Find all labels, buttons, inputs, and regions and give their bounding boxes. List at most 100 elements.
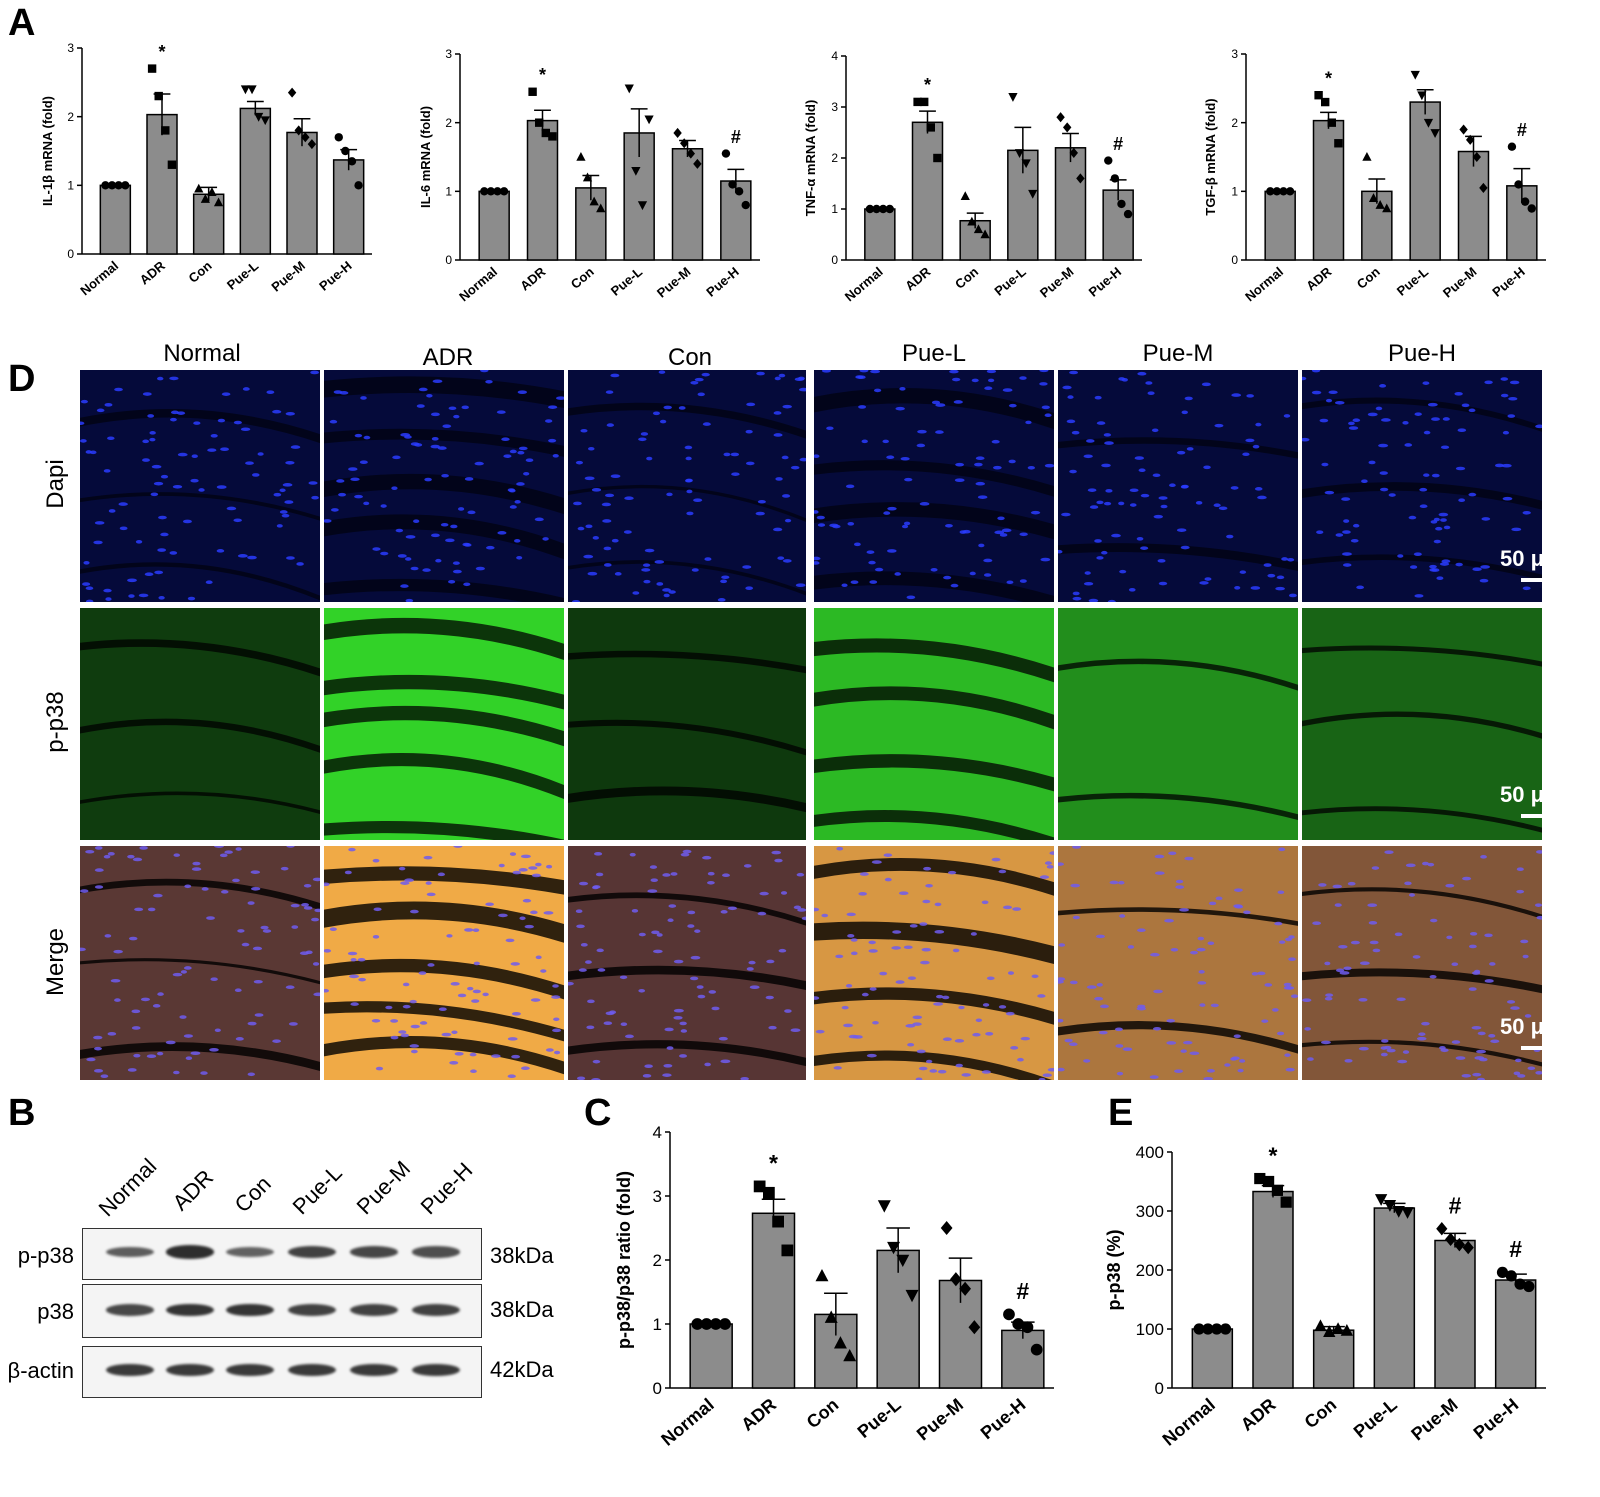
nucleus — [94, 885, 104, 889]
tissue-gap — [324, 866, 564, 895]
nucleus — [1041, 405, 1050, 410]
nucleus — [701, 372, 710, 377]
y-tick-label: 2 — [445, 116, 452, 130]
nucleus — [357, 957, 366, 962]
nucleus — [1379, 384, 1387, 388]
nucleus — [981, 1070, 991, 1074]
nucleus — [1321, 462, 1329, 467]
bar-normal — [864, 208, 896, 261]
nucleus — [217, 418, 226, 423]
nucleus — [972, 1032, 981, 1037]
x-tick-label: Con — [186, 258, 215, 286]
nucleus — [1264, 983, 1273, 987]
nucleus — [235, 847, 242, 851]
nucleus — [453, 414, 460, 419]
if-column-con: Con — [667, 344, 713, 371]
nucleus — [1234, 586, 1241, 590]
data-point — [1030, 1343, 1043, 1356]
significance-mark: # — [1509, 1236, 1522, 1262]
nucleus — [472, 989, 481, 994]
nucleus — [640, 432, 649, 436]
nucleus — [496, 410, 506, 414]
nucleus — [464, 928, 474, 932]
data-point — [121, 181, 130, 190]
nucleus — [641, 568, 651, 572]
data-point — [147, 64, 157, 73]
data-point — [1219, 1323, 1232, 1335]
data-point — [347, 157, 357, 166]
nucleus — [583, 554, 594, 559]
if-image-p-p38-pue-h — [1302, 608, 1542, 840]
nucleus — [654, 560, 665, 564]
nucleus — [852, 1035, 863, 1039]
nucleus — [80, 399, 88, 404]
nucleus — [1347, 881, 1356, 886]
nucleus — [1342, 530, 1351, 534]
wb-kda-b-actin: 42kDa — [490, 1357, 554, 1382]
nucleus — [680, 852, 690, 857]
nucleus — [138, 593, 149, 598]
nucleus — [233, 518, 242, 523]
nucleus — [235, 1037, 244, 1041]
nucleus — [1151, 428, 1159, 433]
tissue-gap — [814, 460, 1054, 497]
nucleus — [1342, 563, 1352, 567]
nucleus — [1510, 1006, 1520, 1010]
nucleus — [419, 1021, 428, 1025]
nucleus — [296, 562, 304, 566]
wb-band-p38 — [106, 1304, 154, 1316]
data-point — [1472, 151, 1481, 163]
nucleus — [1520, 939, 1529, 944]
nucleus — [1158, 581, 1168, 586]
nucleus — [782, 559, 792, 563]
wb-band-p38 — [288, 1304, 336, 1316]
nucleus — [485, 902, 494, 907]
nucleus — [1290, 994, 1298, 998]
data-point — [1314, 91, 1323, 100]
nucleus — [176, 411, 186, 415]
nucleus — [517, 390, 528, 394]
nucleus — [110, 978, 121, 983]
panel-label-b: B — [8, 1092, 36, 1134]
tissue-gap — [324, 473, 564, 515]
nucleus — [693, 498, 703, 502]
nucleus — [780, 891, 788, 895]
nucleus — [329, 927, 337, 931]
y-tick-label: 400 — [1136, 1143, 1164, 1162]
nucleus — [745, 461, 755, 466]
nucleus — [1109, 880, 1119, 885]
nucleus — [925, 883, 933, 888]
nucleus — [1155, 871, 1165, 875]
nucleus — [1336, 968, 1345, 973]
nucleus — [347, 951, 358, 956]
nucleus — [266, 390, 275, 394]
nucleus — [491, 1054, 501, 1058]
scalebar-merge: 50 μm — [1500, 1014, 1564, 1050]
tissue-gap — [1302, 887, 1542, 919]
nucleus — [962, 529, 971, 534]
nucleus — [987, 378, 995, 383]
y-axis-label: p-p38/p38 ratio (fold) — [614, 1171, 634, 1349]
nucleus — [1461, 403, 1470, 408]
data-point — [741, 200, 750, 210]
nucleus — [1348, 421, 1355, 426]
nucleus — [799, 457, 806, 462]
tissue-gap — [814, 921, 1054, 964]
nucleus — [644, 1064, 653, 1068]
data-point — [1327, 118, 1336, 127]
nucleus — [651, 930, 660, 935]
y-tick-label: 0 — [653, 1379, 662, 1398]
nucleus — [1179, 908, 1189, 912]
nucleus — [1408, 515, 1417, 520]
nucleus — [859, 370, 869, 373]
nucleus — [909, 924, 918, 928]
nucleus — [1149, 1075, 1159, 1079]
nucleus — [462, 542, 471, 547]
nucleus — [576, 1076, 586, 1080]
nucleus — [1367, 412, 1378, 417]
nucleus — [952, 948, 960, 953]
nucleus — [108, 509, 116, 513]
nucleus — [1096, 500, 1104, 505]
x-tick-label: Pue-M — [913, 1394, 967, 1444]
nucleus — [147, 414, 155, 418]
